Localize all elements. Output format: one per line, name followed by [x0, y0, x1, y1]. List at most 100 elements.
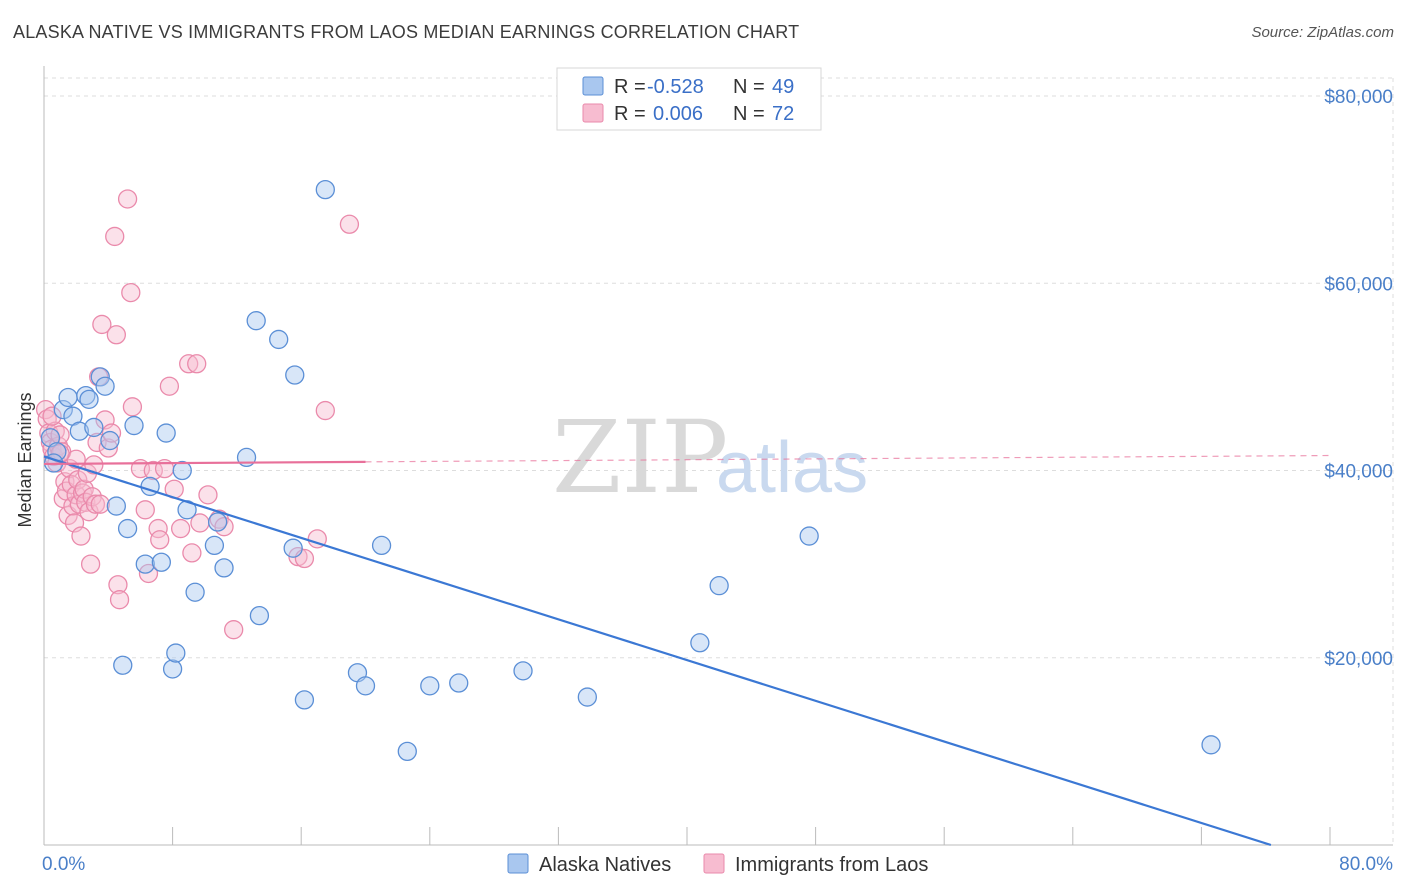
legend-swatch-alaska-natives	[507, 853, 529, 874]
laos-immigrant-point	[106, 325, 126, 345]
alaska-native-point	[100, 430, 120, 451]
legend-r-label: R =	[614, 103, 646, 125]
watermark-atlas: atlas	[716, 428, 868, 508]
alaska-native-point	[283, 538, 303, 558]
alaska-native-point	[117, 518, 138, 539]
alaska-native-point	[79, 389, 99, 409]
series-legend: Alaska Natives Immigrants from Laos	[507, 853, 928, 876]
y-tick-label: $20,000	[1324, 649, 1393, 670]
alaska-native-point	[214, 558, 234, 578]
laos-immigrant-point	[187, 354, 207, 374]
alaska-native-point	[449, 673, 469, 693]
legend-r-value: 0.006	[653, 103, 703, 125]
laos-immigrant-point	[101, 423, 122, 443]
y-tick-label: $40,000	[1324, 462, 1393, 483]
alaska-native-point	[58, 387, 78, 408]
legend-label-immigrants-from-laos: Immigrants from Laos	[735, 854, 928, 876]
alaska-native-point	[246, 311, 266, 331]
alaska-native-point	[113, 655, 133, 675]
legend-swatch-immigrants-from-laos	[703, 853, 725, 874]
alaska-native-point	[162, 659, 183, 679]
alaska-native-point	[269, 329, 289, 350]
series-alaska-natives	[40, 179, 1221, 762]
legend-swatch-blue	[582, 76, 604, 96]
trend-line-immigrants-from-laos	[43, 460, 366, 466]
laos-immigrant-point	[182, 543, 202, 563]
laos-immigrant-point	[150, 530, 170, 550]
legend-n-value: 49	[772, 76, 794, 98]
correlation-legend: R = -0.528 N = 49 R = 0.006 N = 72	[556, 67, 822, 131]
y-tick-label: $60,000	[1324, 274, 1393, 295]
alaska-native-point	[513, 661, 533, 681]
laos-immigrant-point	[105, 226, 125, 247]
laos-immigrant-point	[108, 575, 128, 595]
laos-immigrant-point	[170, 518, 191, 539]
trend-line-alaska-natives	[43, 455, 1272, 847]
legend-r-value: -0.528	[647, 76, 704, 98]
laos-immigrant-point	[84, 455, 104, 475]
y-axis-label: Median Earnings	[15, 392, 35, 527]
laos-immigrant-point	[80, 554, 101, 574]
trend-lines	[43, 454, 1331, 847]
trend-line-immigrants-from-laos-dashed	[365, 454, 1331, 463]
x-tick-labels: 0.0% 80.0%	[42, 854, 1393, 875]
alaska-native-point	[294, 690, 315, 710]
alaska-native-point	[156, 423, 176, 443]
alaska-native-point	[135, 554, 155, 574]
watermark-zip: ZIP	[552, 399, 728, 516]
alaska-native-point	[69, 421, 90, 441]
alaska-native-point	[124, 415, 144, 436]
alaska-native-point	[76, 385, 96, 406]
alaska-native-point	[151, 552, 171, 572]
series-immigrants-from-laos	[35, 189, 360, 640]
laos-immigrant-point	[121, 282, 141, 303]
alaska-native-point	[90, 367, 110, 387]
laos-immigrant-point	[42, 406, 62, 426]
legend-n-label: N =	[733, 103, 765, 125]
alaska-native-point	[355, 676, 376, 696]
legend-n-label: N =	[733, 76, 765, 98]
y-tick-label: $80,000	[1324, 87, 1393, 108]
laos-immigrant-point	[339, 214, 360, 234]
alaska-native-point	[84, 417, 104, 438]
laos-immigrant-point	[109, 590, 130, 610]
laos-immigrant-point	[117, 189, 138, 209]
laos-immigrant-point	[122, 397, 143, 417]
laos-immigrant-point	[224, 620, 244, 640]
alaska-native-point	[204, 535, 225, 556]
x-tick-label: 80.0%	[1339, 854, 1393, 875]
alaska-native-point	[95, 376, 115, 396]
alaska-native-point	[249, 605, 270, 626]
laos-immigrant-point	[98, 438, 118, 458]
alaska-native-point	[709, 576, 729, 596]
alaska-native-point	[690, 633, 710, 653]
laos-immigrant-point	[79, 502, 99, 522]
alaska-native-point	[577, 687, 597, 707]
laos-immigrant-point	[179, 354, 199, 374]
axes	[43, 66, 1393, 846]
alaska-native-point	[1201, 735, 1221, 755]
alaska-native-point	[172, 460, 192, 481]
alaska-native-point	[207, 512, 228, 532]
alaska-native-point	[40, 428, 61, 448]
alaska-native-point	[53, 399, 73, 420]
alaska-native-point	[315, 179, 335, 200]
alaska-native-point	[397, 741, 417, 762]
y-tick-labels: $20,000 $40,000 $60,000 $80,000	[1324, 87, 1393, 670]
legend-r-label: R =	[614, 76, 646, 98]
chart-title: ALASKA NATIVE VS IMMIGRANTS FROM LAOS ME…	[13, 22, 800, 42]
legend-swatch-pink	[582, 103, 604, 123]
alaska-native-point	[285, 365, 305, 385]
laos-immigrant-point	[90, 494, 110, 514]
alaska-native-point	[420, 676, 440, 696]
alaska-native-point	[799, 526, 819, 546]
laos-immigrant-point	[159, 376, 180, 396]
legend-label-alaska-natives: Alaska Natives	[539, 854, 671, 876]
laos-immigrant-point	[71, 526, 91, 546]
legend-n-value: 72	[772, 103, 794, 125]
laos-immigrant-point	[315, 400, 335, 421]
laos-immigrant-point	[198, 485, 218, 505]
alaska-native-point	[166, 643, 186, 663]
alaska-native-point	[371, 535, 392, 556]
